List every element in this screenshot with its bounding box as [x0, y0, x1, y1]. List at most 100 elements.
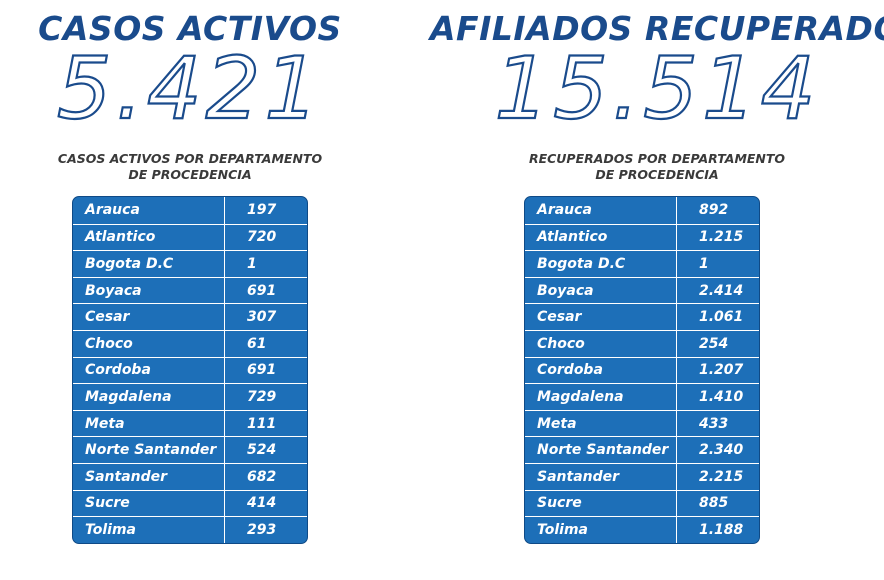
department-name: Boyaca: [537, 282, 594, 299]
count-cell: 307: [225, 304, 307, 330]
department-name: Magdalena: [85, 388, 172, 405]
department-cell: Choco: [73, 330, 225, 357]
table-row: Sucre 885: [525, 489, 759, 517]
table-row: Atlantico 1.215: [525, 223, 759, 251]
count-cell: 1: [225, 251, 307, 277]
department-count: 729: [247, 388, 277, 405]
table-row: Bogota D.C 1: [525, 250, 759, 277]
department-count: 2.215: [699, 468, 744, 485]
department-name: Meta: [85, 415, 125, 432]
department-count: 2.414: [699, 282, 744, 299]
count-cell: 293: [225, 517, 307, 543]
department-name: Norte Santander: [537, 442, 669, 459]
department-count: 1.061: [699, 309, 744, 326]
department-name: Cordoba: [537, 362, 603, 379]
table-row: Santander 682: [73, 462, 307, 490]
department-name: Meta: [537, 415, 577, 432]
department-cell: Choco: [525, 330, 677, 357]
count-cell: 1.188: [677, 517, 759, 543]
department-count: 254: [699, 335, 729, 352]
department-count: 1.188: [699, 521, 744, 538]
count-cell: 682: [225, 464, 307, 490]
count-cell: 197: [225, 197, 307, 224]
department-count: 691: [247, 282, 277, 299]
department-count: 433: [699, 415, 729, 432]
table-row: Santander 2.215: [525, 462, 759, 490]
recovered-subtitle: RECUPERADOS POR DEPARTAMENTO DE PROCEDEN…: [430, 151, 884, 183]
department-count: 885: [699, 495, 729, 512]
department-cell: Boyaca: [73, 277, 225, 304]
recovered-subtitle-line2: DE PROCEDENCIA: [595, 167, 719, 182]
department-name: Sucre: [537, 495, 582, 512]
department-count: 720: [247, 229, 277, 246]
department-count: 1: [699, 255, 709, 272]
department-cell: Tolima: [73, 517, 225, 543]
count-cell: 1.410: [677, 384, 759, 410]
department-cell: Cordoba: [73, 357, 225, 384]
department-name: Magdalena: [537, 388, 624, 405]
table-row: Cordoba 1.207: [525, 356, 759, 384]
department-name: Atlantico: [85, 229, 156, 246]
table-row: Atlantico 720: [73, 223, 307, 251]
count-cell: 524: [225, 437, 307, 463]
department-cell: Norte Santander: [525, 437, 677, 463]
department-cell: Santander: [73, 463, 225, 490]
table-row: Boyaca 2.414: [525, 276, 759, 304]
count-cell: 1.207: [677, 358, 759, 384]
table-row: Bogota D.C 1: [73, 250, 307, 277]
department-cell: Norte Santander: [73, 437, 225, 463]
department-name: Atlantico: [537, 229, 608, 246]
department-name: Bogota D.C: [85, 255, 174, 272]
table-row: Sucre 414: [73, 489, 307, 517]
department-name: Bogota D.C: [537, 255, 626, 272]
table-row: Norte Santander 2.340: [525, 436, 759, 463]
table-row: Arauca 197: [73, 197, 307, 224]
count-cell: 254: [677, 331, 759, 357]
count-cell: 691: [225, 278, 307, 304]
count-cell: 2.414: [677, 278, 759, 304]
department-cell: Cordoba: [525, 357, 677, 384]
count-cell: 1.061: [677, 304, 759, 330]
table-row: Cesar 307: [73, 303, 307, 330]
department-name: Cordoba: [85, 362, 151, 379]
table-row: Magdalena 1.410: [525, 383, 759, 410]
department-count: 111: [247, 415, 277, 432]
active-cases-heading: CASOS ACTIVOS: [38, 9, 342, 48]
count-cell: 2.215: [677, 464, 759, 490]
count-cell: 885: [677, 491, 759, 517]
department-cell: Sucre: [73, 490, 225, 517]
department-count: 307: [247, 309, 277, 326]
table-row: Tolima 1.188: [525, 516, 759, 543]
table-row: Cesar 1.061: [525, 303, 759, 330]
department-cell: Bogota D.C: [525, 251, 677, 277]
department-cell: Magdalena: [73, 384, 225, 410]
department-cell: Meta: [73, 410, 225, 437]
table-row: Tolima 293: [73, 516, 307, 543]
count-cell: 729: [225, 384, 307, 410]
department-cell: Magdalena: [525, 384, 677, 410]
department-count: 1.207: [699, 362, 744, 379]
count-cell: 433: [677, 411, 759, 437]
count-cell: 2.340: [677, 437, 759, 463]
department-count: 691: [247, 362, 277, 379]
department-count: 414: [247, 495, 277, 512]
recovered-subtitle-line1: RECUPERADOS POR DEPARTAMENTO: [528, 151, 786, 166]
department-cell: Atlantico: [73, 224, 225, 251]
table-row: Cordoba 691: [73, 356, 307, 384]
active-cases-subtitle-line2: DE PROCEDENCIA: [128, 167, 252, 182]
count-cell: 414: [225, 491, 307, 517]
active-cases-total: 5.421: [56, 39, 324, 139]
department-cell: Cesar: [73, 304, 225, 330]
department-name: Tolima: [85, 521, 136, 538]
department-cell: Tolima: [525, 517, 677, 543]
table-row: Choco 61: [73, 329, 307, 357]
count-cell: 892: [677, 197, 759, 224]
department-cell: Sucre: [525, 490, 677, 517]
department-name: Santander: [85, 468, 168, 485]
department-name: Choco: [537, 335, 585, 352]
department-cell: Boyaca: [525, 277, 677, 304]
table-row: Magdalena 729: [73, 383, 307, 410]
table-row: Meta 111: [73, 409, 307, 437]
department-name: Choco: [85, 335, 133, 352]
department-count: 892: [699, 202, 729, 219]
